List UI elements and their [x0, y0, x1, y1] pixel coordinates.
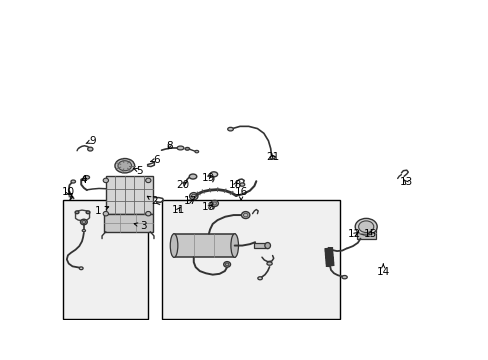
Ellipse shape [170, 234, 178, 257]
Ellipse shape [81, 219, 87, 225]
Ellipse shape [212, 202, 216, 205]
Ellipse shape [341, 275, 346, 279]
Text: 21: 21 [266, 152, 280, 162]
Text: 10: 10 [61, 187, 74, 197]
Ellipse shape [210, 201, 218, 207]
Ellipse shape [241, 212, 249, 219]
Ellipse shape [82, 220, 85, 224]
Text: 12: 12 [347, 229, 361, 239]
Ellipse shape [189, 193, 198, 200]
Text: 1: 1 [95, 206, 108, 216]
Text: 9: 9 [86, 136, 95, 146]
Ellipse shape [79, 267, 83, 270]
Text: 17: 17 [183, 196, 196, 206]
Ellipse shape [257, 277, 262, 280]
Text: 2: 2 [147, 196, 158, 206]
Ellipse shape [87, 147, 93, 151]
Ellipse shape [145, 178, 151, 183]
Text: 15: 15 [363, 229, 376, 239]
Text: 4: 4 [81, 175, 87, 185]
Text: 8: 8 [165, 141, 172, 151]
Text: 18: 18 [202, 202, 215, 212]
Ellipse shape [266, 262, 272, 265]
Text: 11: 11 [172, 204, 185, 215]
Ellipse shape [189, 174, 196, 179]
Bar [161, 200, 339, 319]
Ellipse shape [195, 150, 198, 153]
Circle shape [75, 211, 79, 214]
Bar [63, 200, 148, 319]
Ellipse shape [243, 213, 247, 217]
Ellipse shape [82, 229, 85, 232]
Circle shape [86, 211, 90, 214]
Ellipse shape [83, 176, 89, 179]
Ellipse shape [103, 211, 108, 216]
Ellipse shape [210, 172, 217, 177]
Text: 16: 16 [234, 186, 247, 200]
Text: 18: 18 [228, 180, 242, 190]
Ellipse shape [71, 180, 75, 183]
Ellipse shape [115, 158, 134, 173]
Ellipse shape [223, 262, 230, 267]
Bar [356, 228, 376, 239]
Ellipse shape [264, 243, 270, 249]
Text: 6: 6 [150, 155, 160, 165]
Ellipse shape [225, 263, 228, 266]
Ellipse shape [358, 221, 373, 233]
Bar [103, 214, 153, 232]
Ellipse shape [354, 219, 376, 235]
Text: 19: 19 [201, 173, 214, 183]
Bar [254, 243, 267, 248]
Ellipse shape [230, 234, 238, 257]
Ellipse shape [227, 127, 233, 131]
Ellipse shape [191, 194, 196, 198]
Text: 7: 7 [66, 193, 73, 203]
Text: 14: 14 [376, 264, 389, 277]
Text: 13: 13 [399, 177, 412, 187]
Ellipse shape [269, 156, 274, 159]
Ellipse shape [177, 146, 183, 150]
Ellipse shape [145, 211, 151, 216]
Text: 3: 3 [134, 221, 147, 231]
Bar [174, 234, 234, 257]
Ellipse shape [239, 183, 244, 186]
Text: 5: 5 [133, 166, 143, 176]
Ellipse shape [118, 161, 131, 171]
Text: 20: 20 [176, 180, 189, 190]
Ellipse shape [103, 178, 108, 183]
Ellipse shape [184, 148, 189, 150]
Bar [105, 176, 153, 214]
